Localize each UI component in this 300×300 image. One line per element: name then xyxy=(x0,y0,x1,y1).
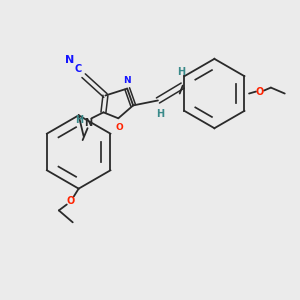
Text: N: N xyxy=(65,55,74,65)
Text: H: H xyxy=(76,115,84,125)
Text: N: N xyxy=(123,76,131,85)
Text: O: O xyxy=(256,86,264,97)
Text: H: H xyxy=(177,67,185,77)
Text: H: H xyxy=(156,110,164,119)
Text: C: C xyxy=(74,64,81,74)
Text: O: O xyxy=(67,196,75,206)
Text: N: N xyxy=(85,118,93,128)
Text: O: O xyxy=(116,123,123,132)
